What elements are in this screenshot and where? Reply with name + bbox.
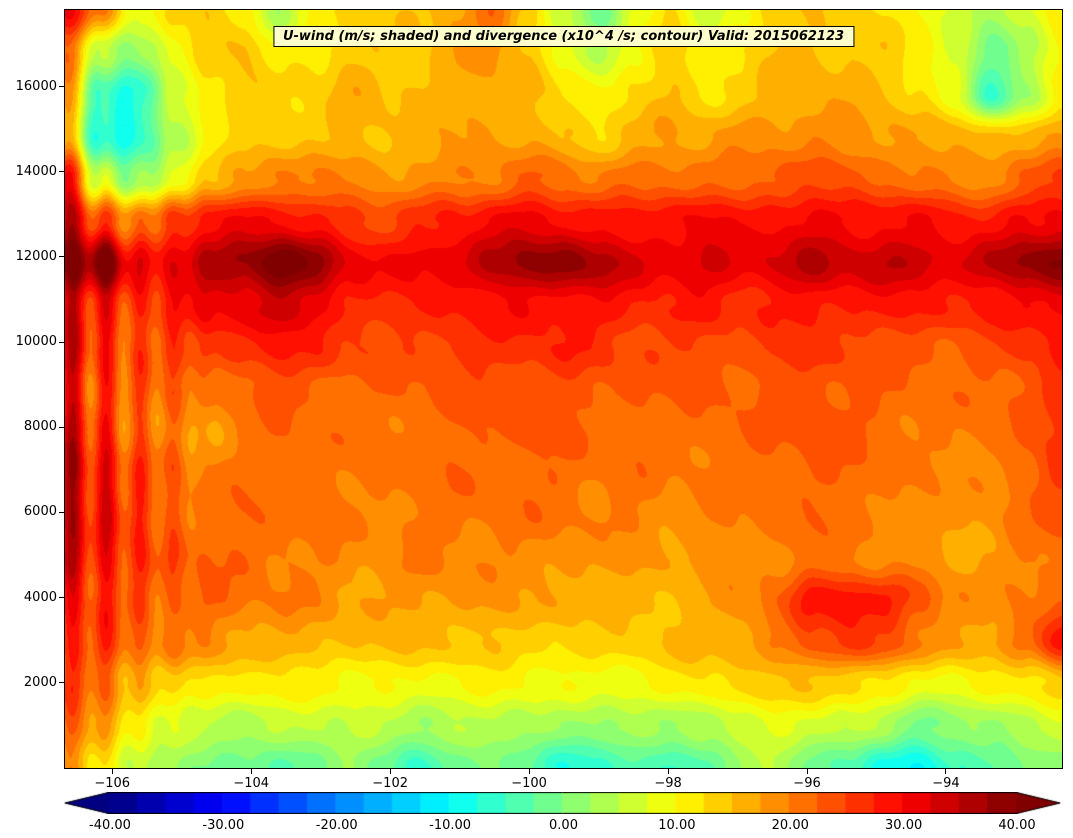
x-tick-label: −100 — [511, 776, 547, 791]
x-tick-label: −98 — [654, 776, 682, 791]
plot-title: U-wind (m/s; shaded) and divergence (x10… — [282, 29, 845, 44]
y-tick-mark — [59, 597, 64, 599]
colorbar-tick-label: -10.00 — [429, 818, 472, 833]
y-tick-label: 12000 — [15, 248, 57, 264]
y-tick-label: 2000 — [23, 674, 57, 690]
x-tick-mark — [667, 769, 669, 774]
colorbar-tick-label: 20.00 — [771, 818, 809, 833]
colorbar — [64, 792, 1061, 814]
y-tick-label: 8000 — [23, 419, 57, 435]
colorbar-tick-label: 10.00 — [658, 818, 696, 833]
x-tick-mark — [250, 769, 252, 774]
x-tick-label: −94 — [932, 776, 960, 791]
y-tick-label: 4000 — [23, 589, 57, 605]
y-tick-label: 10000 — [15, 334, 57, 350]
x-tick-label: −102 — [372, 776, 408, 791]
x-tick-mark — [945, 769, 947, 774]
y-tick-mark — [59, 511, 64, 513]
colorbar-tick-label: 40.00 — [998, 818, 1036, 833]
colorbar-tick-label: -30.00 — [202, 818, 245, 833]
colorbar-tick-label: -20.00 — [315, 818, 358, 833]
x-tick-label: −104 — [233, 776, 270, 791]
plot-title-box: U-wind (m/s; shaded) and divergence (x10… — [272, 26, 855, 47]
y-tick-label: 14000 — [15, 163, 57, 179]
y-tick-mark — [59, 682, 64, 684]
x-tick-mark — [528, 769, 530, 774]
x-tick-mark — [806, 769, 808, 774]
colorbar-tick-label: 30.00 — [885, 818, 923, 833]
y-tick-mark — [59, 171, 64, 173]
colorbar-tick-label: 0.00 — [549, 818, 578, 833]
y-tick-mark — [59, 426, 64, 428]
plot-area: U-wind (m/s; shaded) and divergence (x10… — [64, 9, 1063, 769]
colorbar-tick-labels: -40.00 -30.00 -20.00 -10.00 0.00 10.00 20.00 30… — [0, 818, 1073, 836]
uwind-shaded-field-canvas — [65, 10, 1062, 768]
y-tick-label: 16000 — [15, 78, 57, 94]
x-tick-label: −106 — [94, 776, 131, 791]
y-tick-mark — [59, 86, 64, 88]
x-tick-mark — [111, 769, 113, 774]
colorbar-tick-label: -40.00 — [89, 818, 131, 833]
y-tick-label: 6000 — [23, 504, 57, 520]
y-tick-mark — [59, 341, 64, 343]
x-tick-mark — [389, 769, 391, 774]
y-tick-mark — [59, 256, 64, 258]
x-tick-label: −96 — [793, 776, 821, 791]
